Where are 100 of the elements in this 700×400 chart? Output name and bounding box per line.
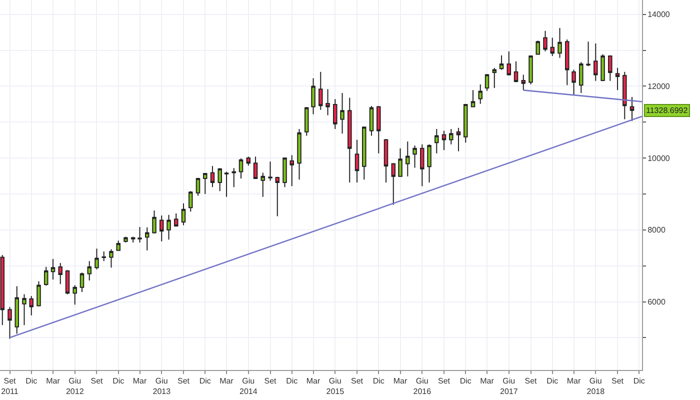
candlestick [44, 266, 48, 286]
x-tick-label: Giu 2017 [500, 376, 518, 396]
x-tick-label: Set [90, 376, 104, 386]
x-tick-label: Mar [480, 376, 494, 386]
candlestick [528, 54, 533, 85]
x-tick-label: Mar [46, 376, 60, 386]
x-tick-label: Set [524, 376, 538, 386]
x-tick-label: Giu 2015 [326, 376, 345, 396]
x-tick-label: Dic [633, 376, 645, 386]
candlestick [391, 162, 396, 206]
candlestick [297, 128, 302, 180]
y-tick-label: 14000 [648, 10, 670, 20]
candlestick [594, 42, 598, 82]
x-tick-label: Dic [546, 376, 558, 386]
x-tick-label: Dic [26, 376, 38, 386]
candlestick [376, 105, 381, 154]
candlestick [600, 54, 605, 82]
candlestick [224, 171, 229, 198]
y-tick-label: 12000 [648, 82, 670, 92]
candlestick [369, 105, 374, 136]
candlestick [521, 74, 526, 91]
candlestick [290, 154, 294, 187]
candlestick [102, 250, 106, 262]
candlestick [586, 41, 590, 67]
y-tick-label: 10000 [648, 154, 670, 163]
candlestick [412, 144, 417, 168]
candlestick [464, 104, 468, 144]
candlestick [492, 67, 497, 89]
x-tick-label: Mar [132, 376, 147, 386]
candlestick [550, 37, 555, 57]
candlestick [354, 139, 360, 183]
candlestick [615, 67, 620, 91]
candlestick [8, 306, 12, 340]
x-tick-label: Set [264, 376, 278, 386]
candlestick [196, 177, 200, 196]
x-tick-label: Dic [372, 376, 384, 386]
candlestick [514, 60, 518, 83]
candlestick [622, 71, 627, 120]
candlestick [50, 258, 56, 280]
candlestick [384, 138, 388, 183]
candlestick [130, 236, 136, 243]
candlestick [181, 202, 186, 226]
x-tick-label: Mar [566, 376, 582, 386]
x-tick-label: Mar [220, 376, 234, 386]
x-tick-label: Giu 2014 [239, 376, 258, 396]
candlestick [160, 215, 164, 242]
candlestick [558, 28, 562, 58]
candlestick [565, 39, 570, 86]
candlestick [427, 144, 432, 183]
candlestick [260, 172, 266, 198]
text: 11328.6992 [646, 106, 688, 115]
candlestick [203, 172, 208, 194]
candlestick [543, 30, 548, 52]
y-tick-label: 6000 [648, 298, 666, 307]
candlestick [29, 296, 34, 316]
candlestick [406, 141, 410, 177]
candlestick [398, 148, 402, 178]
candlestick [152, 210, 156, 234]
candlestick [536, 40, 540, 56]
x-tick-label: Set [612, 376, 624, 386]
candlestick [484, 74, 490, 92]
candlestick [362, 126, 366, 180]
candlestick [109, 248, 114, 268]
x-tick-label: Set [438, 376, 451, 386]
candlestick [318, 71, 323, 110]
x-tick-label: Dic [460, 376, 472, 386]
candlestick [470, 90, 476, 108]
candlestick [311, 78, 316, 115]
x-tick-label: Giu 2018 [586, 376, 606, 396]
candlestick [166, 214, 171, 240]
candlestick [14, 286, 20, 334]
candlestick [65, 270, 70, 295]
candlestick [253, 156, 258, 180]
x-tick-label: Set 2011 [1, 376, 19, 396]
x-tick-label: Giu 2016 [413, 376, 432, 396]
candlestick [456, 127, 461, 152]
candlestick [94, 248, 99, 270]
candlestick [36, 280, 41, 307]
x-tick-label: Dic [199, 376, 211, 386]
candlestick [442, 130, 446, 151]
candlestick [478, 84, 482, 104]
candlestick [499, 54, 504, 70]
candlestick [275, 176, 280, 217]
candlestick [232, 168, 236, 188]
candlestick [304, 106, 309, 136]
candlestick [80, 272, 84, 293]
y-tick-label: 8000 [648, 226, 666, 235]
candlestick [22, 294, 26, 326]
candlestick [268, 161, 272, 182]
candlestick [174, 212, 178, 227]
candlestick [333, 98, 338, 130]
candlestick [116, 240, 120, 252]
candlestick [630, 96, 634, 122]
candlestick [188, 190, 193, 212]
x-tick-label: Dic [112, 376, 124, 386]
candlestick [0, 254, 5, 326]
candlestick [340, 92, 344, 134]
x-tick-label: Set [177, 376, 190, 386]
candlestick [449, 128, 454, 145]
candlestick [608, 54, 612, 82]
